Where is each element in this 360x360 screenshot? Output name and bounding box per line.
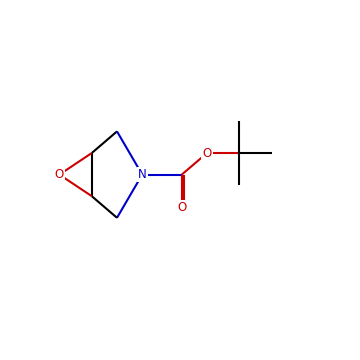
Text: O: O [202,147,212,159]
Text: O: O [55,168,64,181]
Text: N: N [138,168,147,181]
Text: O: O [177,201,186,213]
